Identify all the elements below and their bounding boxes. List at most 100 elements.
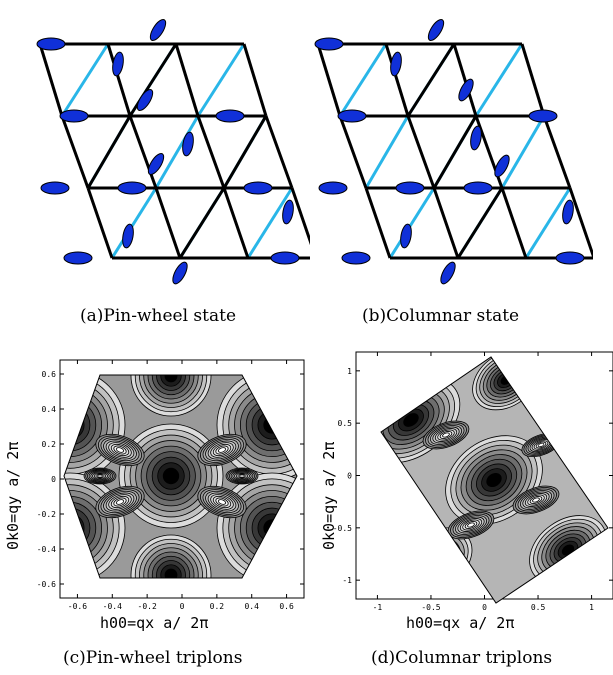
- x-tick-label: -0.5: [421, 603, 440, 612]
- bond-black: [242, 43, 268, 117]
- y-tick-label: 0.6: [42, 370, 57, 379]
- dimer: [112, 51, 124, 77]
- bond-black: [222, 115, 268, 189]
- dimer: [59, 109, 89, 123]
- bond-black: [264, 115, 294, 189]
- bond-cyan: [338, 43, 388, 117]
- bond-black: [222, 187, 250, 259]
- bond-black: [86, 115, 132, 189]
- contour-ring: [422, 547, 450, 573]
- contour-ring: [64, 416, 79, 434]
- x-axis-label: h00=qx a/ 2π: [100, 614, 208, 632]
- x-tick-label: 0.2: [210, 602, 225, 611]
- x-tick-label: 0.6: [279, 602, 294, 611]
- bond-black: [106, 43, 132, 117]
- contour-ring: [164, 568, 178, 578]
- bond-black: [86, 187, 114, 259]
- bond-black: [338, 115, 368, 189]
- bond-black: [128, 43, 178, 117]
- dimer: [63, 251, 93, 265]
- x-tick-label: 0.4: [244, 602, 259, 611]
- x-tick-label: 0: [482, 603, 487, 612]
- dimer: [470, 125, 482, 151]
- bond-black: [290, 187, 310, 246]
- bond-black: [568, 187, 593, 259]
- dimer: [395, 181, 425, 195]
- dimer: [36, 37, 66, 51]
- dimer: [182, 131, 194, 157]
- dimer: [555, 251, 585, 265]
- dimer: [440, 261, 456, 285]
- dimer: [149, 18, 167, 42]
- bond-black: [520, 43, 546, 117]
- bond-cyan: [500, 115, 546, 189]
- contour-ring: [64, 519, 79, 537]
- y-tick-label: 0: [347, 472, 352, 481]
- dimer: [40, 181, 70, 195]
- caption-a: (a)Pin-wheel state: [80, 306, 237, 326]
- bond-cyan: [196, 43, 246, 117]
- contour-ring: [217, 499, 227, 505]
- bond-black: [128, 115, 158, 189]
- bond-black: [60, 115, 90, 189]
- contour-ring: [115, 447, 125, 453]
- dimer: [172, 261, 188, 285]
- y-tick-label: 0.5: [338, 419, 353, 428]
- x-tick-label: 1: [589, 603, 594, 612]
- contour-ring: [115, 499, 125, 505]
- bond-black: [500, 187, 528, 259]
- dimer: [390, 51, 402, 77]
- dimer: [117, 181, 147, 195]
- bond-black: [196, 115, 226, 189]
- bond-black: [316, 43, 342, 117]
- contour-ring: [162, 467, 180, 485]
- x-axis-label: h00=qx a/ 2π: [406, 614, 514, 632]
- contour-ring: [164, 375, 178, 383]
- bond-black: [364, 187, 392, 259]
- bond-black: [178, 187, 226, 259]
- dimer: [528, 109, 558, 123]
- bond-cyan: [524, 187, 572, 259]
- y-tick-label: 0: [51, 475, 56, 484]
- contour-ring: [239, 474, 245, 478]
- dimer: [147, 152, 165, 176]
- contour-ring: [418, 544, 454, 576]
- dimer: [494, 154, 510, 178]
- y-tick-label: -0.4: [37, 545, 56, 554]
- y-axis-label: 0k0=qy a/ 2π: [320, 442, 338, 550]
- contour-plot-pinwheel: -0.6 -0.4 -0.2 0 0.2 0.4 0.6 -0.6 -0.4 -0.2 0 0.2 0.…: [4, 359, 305, 632]
- x-tick-label: -0.2: [138, 602, 157, 611]
- bond-cyan: [364, 115, 410, 189]
- x-tick-label: -0.4: [103, 602, 122, 611]
- y-tick-label: -0.2: [37, 510, 56, 519]
- caption-b: (b)Columnar state: [362, 306, 520, 326]
- dimer: [215, 109, 245, 123]
- y-axis-label: 0k0=qy a/ 2π: [4, 442, 22, 550]
- bond-cyan: [246, 187, 294, 259]
- dimer: [427, 18, 445, 42]
- bond-black: [384, 43, 410, 117]
- bond-cyan: [474, 43, 524, 117]
- contour-ring: [97, 474, 103, 478]
- bond-black: [154, 187, 182, 259]
- bond-black: [432, 115, 478, 189]
- caption-d: (d)Columnar triplons: [371, 648, 553, 668]
- contour-ring: [537, 442, 545, 448]
- contour-ring: [426, 551, 446, 569]
- dimer: [314, 37, 344, 51]
- dimer: [318, 181, 348, 195]
- dimer: [463, 181, 493, 195]
- contour-plot-columnar: -1 -0.5 0 0.5 1 -1 -0.5 0 0.5 1 h00=qx a/ 2π 0k0=…: [320, 351, 613, 632]
- x-tick-label: 0: [180, 602, 185, 611]
- x-tick-label: -1: [373, 603, 383, 612]
- contour-ring: [257, 513, 287, 543]
- bond-black: [452, 43, 478, 117]
- dimer: [458, 78, 474, 102]
- contour-ring: [467, 522, 475, 528]
- y-tick-label: -1: [342, 576, 352, 585]
- bond-black: [406, 115, 436, 189]
- contour-ring: [403, 413, 419, 427]
- bond-cyan: [60, 43, 110, 117]
- bond-black: [174, 43, 200, 117]
- dimer: [243, 181, 273, 195]
